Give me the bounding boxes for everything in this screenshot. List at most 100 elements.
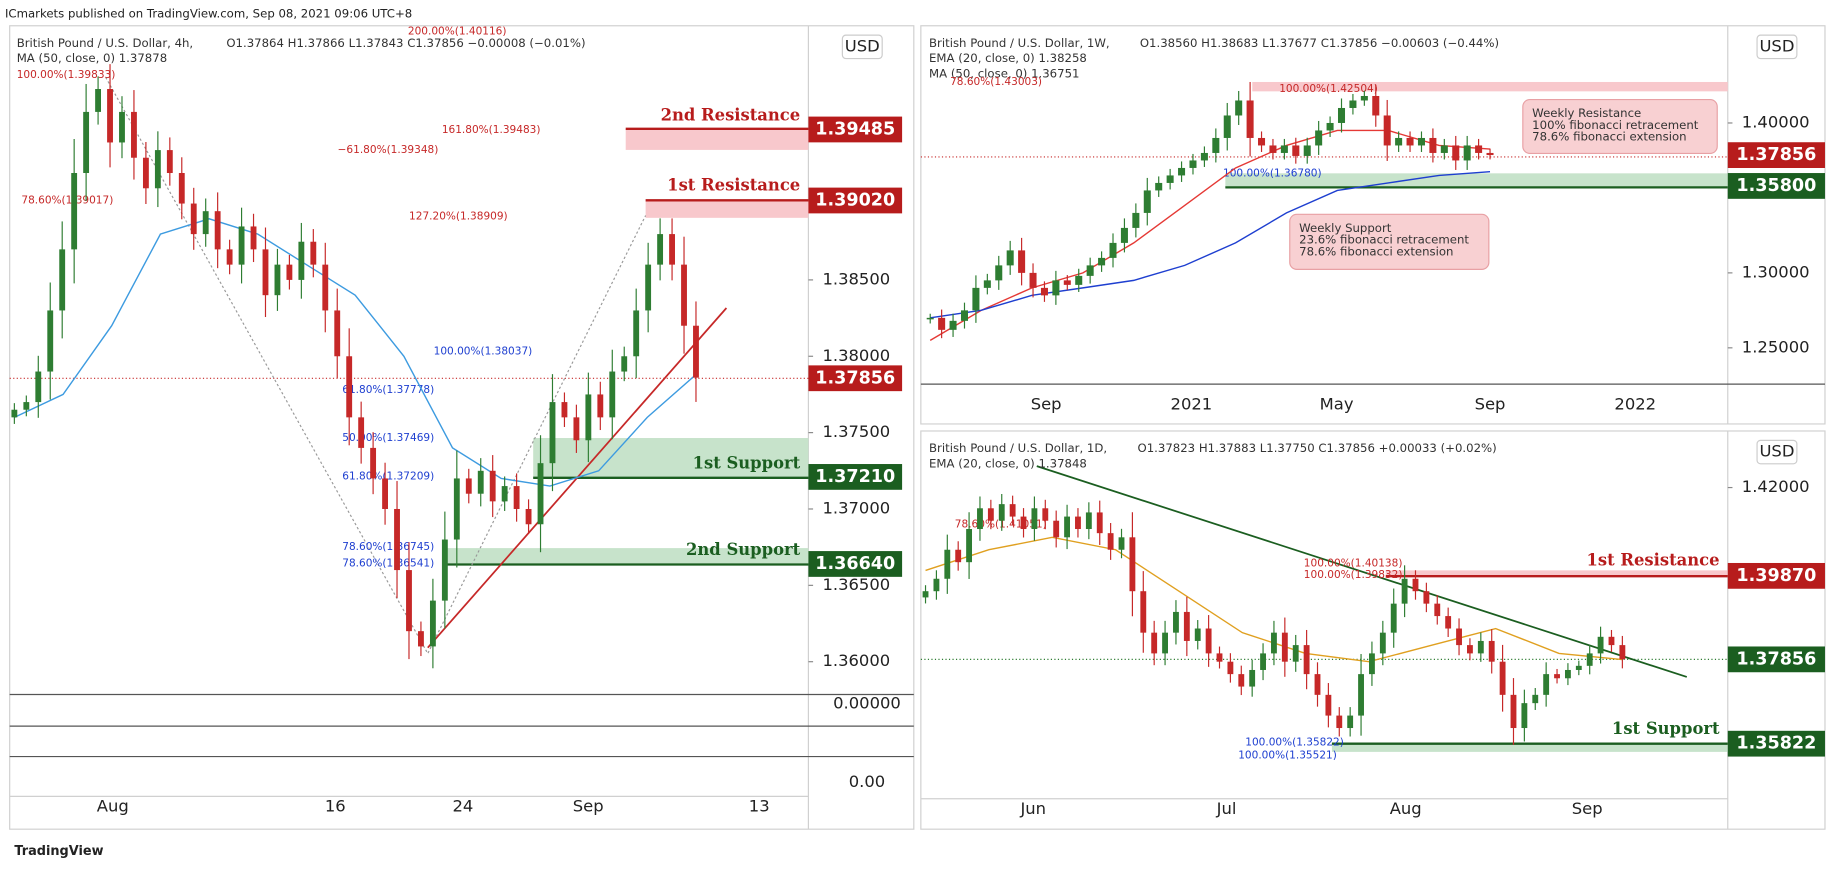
indicator-axis-label: 0.00 — [849, 772, 885, 791]
fib-label: 100.00%(1.39832) — [1304, 569, 1403, 581]
candle-body — [1227, 661, 1234, 675]
candle-body — [83, 111, 90, 174]
candle-body — [949, 320, 957, 330]
candle-body — [59, 249, 66, 311]
candle-body — [11, 409, 18, 418]
candle-body — [1120, 227, 1128, 243]
candle-body — [645, 264, 652, 311]
price-tick-label: 1.25000 — [1742, 337, 1810, 356]
note-box — [1522, 98, 1718, 155]
candle-body — [1390, 603, 1397, 633]
price-label: 1.36640 — [815, 554, 895, 574]
candle-body — [1155, 182, 1163, 191]
trend-line — [1036, 465, 1688, 678]
fib-label: 50.00%(1.37469) — [342, 432, 434, 444]
candle-body — [1554, 674, 1560, 679]
candle-body — [1009, 504, 1016, 517]
candle-body — [214, 211, 221, 250]
candle-body — [1564, 669, 1571, 679]
price-tick-label: 1.37000 — [822, 498, 890, 517]
candle-body — [23, 402, 30, 410]
candle-body — [1212, 137, 1220, 153]
price-tick-label: 1.38000 — [822, 346, 890, 365]
candle-body — [131, 111, 137, 158]
candle-body — [1269, 145, 1277, 153]
legend-symbol: British Pound / U.S. Dollar, 1D, — [929, 441, 1107, 455]
candle-body — [621, 356, 628, 372]
fib-label: 78.60%(1.39017) — [21, 194, 113, 206]
candle-body — [107, 89, 113, 143]
candle-body — [47, 310, 54, 372]
note-box — [1289, 213, 1490, 270]
candle-body — [1456, 628, 1462, 646]
candle-body — [1042, 508, 1049, 521]
fib-label: 100.00%(1.35521) — [1238, 749, 1337, 761]
resistance-zone — [1385, 570, 1728, 577]
candle-body — [1521, 703, 1528, 729]
fib-label: 100.00%(1.38037) — [434, 345, 533, 357]
price-label: 1.35800 — [1736, 176, 1816, 196]
candle-body — [597, 394, 604, 418]
support-zone — [533, 438, 809, 478]
candle-body — [573, 417, 580, 441]
candle-body — [429, 600, 436, 647]
candle-body — [609, 371, 616, 418]
time-tick-label: 16 — [325, 796, 346, 815]
candle-body — [1586, 653, 1593, 666]
candle-body — [1064, 516, 1071, 538]
header: ICmarkets published on TradingView.com, … — [5, 7, 412, 21]
price-label-box — [1727, 562, 1825, 589]
price-label-box — [1727, 730, 1825, 757]
note-text: 23.6% fibonacci retracement — [1299, 233, 1469, 247]
candle-body — [477, 470, 484, 494]
candle-body — [1337, 107, 1346, 123]
candle-body — [525, 508, 532, 525]
candle-body — [71, 173, 78, 250]
price-label-box — [808, 551, 903, 577]
legend-indicator: MA (50, close, 0) 1.37878 — [17, 51, 167, 65]
candle-body — [1477, 640, 1484, 654]
indicator-line — [929, 129, 1491, 341]
candle-body — [926, 317, 934, 320]
candle-body — [998, 504, 1005, 521]
candle-body — [1018, 250, 1026, 273]
candle-body — [1510, 694, 1517, 729]
candle-body — [501, 486, 508, 502]
note-text: 78.6% fibonacci extension — [1532, 130, 1686, 144]
candle-body — [1543, 674, 1550, 695]
note-text: Weekly Support — [1299, 221, 1392, 235]
fib-label: 61.80%(1.37778) — [342, 384, 434, 396]
candle-body — [1401, 578, 1408, 604]
time-tick-label: Sep — [1031, 395, 1062, 414]
legend-symbol: British Pound / U.S. Dollar, 4h, — [17, 36, 193, 50]
candle-body — [286, 264, 293, 280]
candle-body — [154, 150, 161, 189]
candle-body — [1575, 665, 1582, 670]
candle-body — [322, 264, 329, 311]
candle-body — [453, 478, 460, 540]
candle-body — [1246, 100, 1254, 138]
fib-label: 200.00%(1.40116) — [408, 26, 507, 38]
candle-body — [1271, 632, 1277, 654]
candle-body — [1249, 669, 1256, 687]
currency-badge — [1756, 34, 1798, 60]
candle-body — [238, 226, 245, 265]
candle-body — [1040, 287, 1048, 296]
candle-body — [1292, 645, 1299, 662]
candle-body — [1452, 145, 1460, 161]
candle-body — [1238, 674, 1245, 687]
candle-body — [418, 631, 424, 647]
candle-body — [394, 508, 400, 571]
candle-body — [1178, 167, 1186, 176]
zone-label: 2nd Resistance — [661, 105, 801, 124]
candle-body — [1383, 115, 1391, 146]
candle-body — [95, 89, 102, 112]
candle-body — [202, 211, 209, 235]
candle-body — [1429, 137, 1437, 153]
candle-body — [1292, 145, 1300, 156]
candle-body — [1052, 280, 1060, 296]
candle-body — [1303, 145, 1311, 156]
candle-body — [1063, 280, 1071, 285]
candle-body — [549, 402, 556, 464]
candle-body — [1143, 190, 1151, 213]
